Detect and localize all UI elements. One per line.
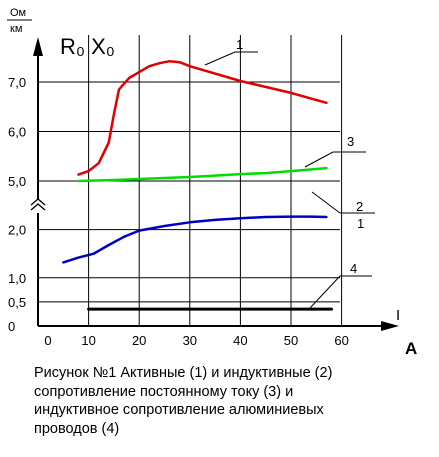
caption-line: Рисунок №1 Активные (1) и индуктивные (2… [34, 365, 333, 381]
x-tick-label: 20 [132, 333, 146, 348]
caption-line: индуктивное сопротивление алюминиевых [34, 402, 324, 418]
series-line-1 [77, 59, 328, 176]
y-tick-label: 1,0 [8, 271, 26, 286]
y-axis-break-mark [30, 198, 46, 206]
series-annotations: 1 2 1 3 4 [204, 37, 375, 309]
annotation-leader [309, 275, 341, 309]
y-axis-arrow [33, 37, 43, 56]
y-axis-break-gap [32, 199, 44, 213]
annotation-label-3: 3 [347, 134, 354, 149]
line-chart: 0 0,5 1,0 2,0 5,0 6,0 7,0 0 10 20 30 40 50 60 1 2 1 3 4 О… [7, 7, 417, 358]
grid-lines [38, 35, 343, 326]
axes [30, 37, 399, 331]
annotation-leader [204, 51, 236, 66]
series-lines [62, 59, 333, 311]
y-tick-label: 0 [8, 319, 15, 334]
x-tick-label: 50 [284, 333, 298, 348]
x-tick-label: 10 [81, 333, 95, 348]
annotation-leader [304, 151, 334, 168]
x-tick-label: 0 [44, 333, 51, 348]
x-tick-label: 40 [233, 333, 247, 348]
y-tick-label: 7,0 [8, 75, 26, 90]
annotation-label-1: 1 [236, 37, 243, 52]
y-tick-label: 0,5 [8, 295, 26, 310]
x-axis-symbol: I [396, 307, 400, 324]
tick-labels: 0 0,5 1,0 2,0 5,0 6,0 7,0 0 10 20 30 40 50 60 [8, 75, 349, 348]
caption-line: проводов (4) [34, 420, 120, 437]
y-unit-numerator: Ом [10, 7, 26, 19]
axis-titles: Ом км R₀ X₀ IA [7, 7, 417, 358]
y-axis-break-mark [30, 203, 46, 211]
y-unit-denominator: км [10, 23, 22, 35]
y-tick-label: 6,0 [8, 125, 26, 140]
annotation-label-1-lower: 1 [357, 216, 364, 231]
x-axis-arrow [381, 321, 399, 331]
x-tick-label: 30 [183, 333, 197, 348]
x-tick-label: 60 [334, 333, 348, 348]
figure-caption: Рисунок №1 Активные (1) и индуктивные (2… [34, 364, 434, 438]
y-tick-label: 2,0 [8, 223, 26, 238]
annotation-label-2: 2 [356, 199, 363, 214]
annotation-label-4: 4 [350, 261, 357, 276]
y-tick-label: 5,0 [8, 174, 26, 189]
series-line-3 [77, 166, 328, 183]
annotation-leader [311, 191, 341, 214]
y-axis-break [30, 198, 46, 213]
series-line-2 [62, 215, 328, 264]
y-axis-symbols: R₀ X₀ [60, 34, 115, 59]
x-axis-unit: A [405, 339, 417, 358]
caption-line: сопротивление постоянному току (3) и [34, 383, 294, 400]
